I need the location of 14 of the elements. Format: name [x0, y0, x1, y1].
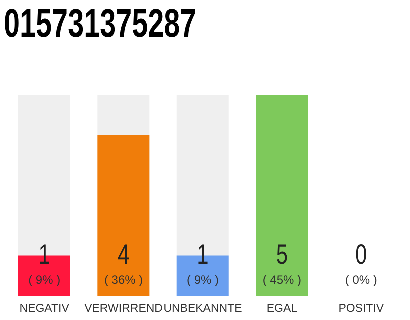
annotation: 4	[118, 240, 130, 271]
x-tick-label: EGAL	[266, 303, 298, 316]
x-tick-label: UNBEKANNTE	[164, 303, 243, 316]
data-label: ( 9% )	[28, 273, 61, 287]
data-label: ( 45% )	[262, 273, 302, 287]
data-label: ( 36% )	[104, 273, 144, 287]
annotation: 5	[276, 240, 288, 271]
data-label: ( 0% )	[345, 273, 378, 287]
annotation: 0	[356, 240, 368, 271]
x-tick-label: VERWIRREND	[84, 303, 163, 316]
chart-title: 015731375287	[4, 1, 196, 48]
x-tick-label: POSITIV	[338, 303, 384, 316]
x-tick-label: NEGATIV	[20, 303, 70, 316]
data-label: ( 9% )	[186, 273, 220, 287]
